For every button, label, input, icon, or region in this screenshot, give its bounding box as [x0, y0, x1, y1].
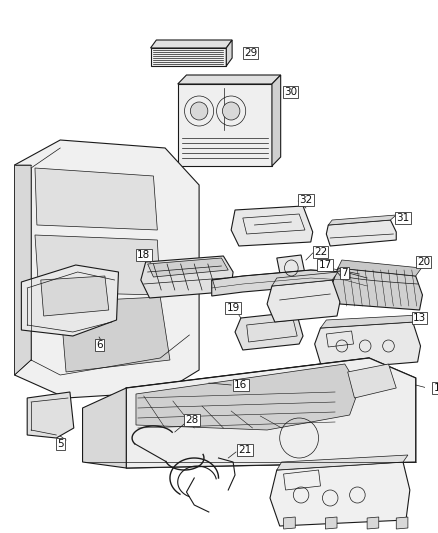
- Polygon shape: [231, 206, 313, 246]
- Polygon shape: [41, 276, 109, 316]
- Text: 13: 13: [413, 313, 426, 323]
- Text: 19: 19: [226, 303, 240, 313]
- Polygon shape: [35, 168, 157, 230]
- Polygon shape: [14, 140, 199, 398]
- Polygon shape: [314, 322, 420, 370]
- Polygon shape: [396, 517, 408, 529]
- Polygon shape: [283, 517, 295, 529]
- Text: 5: 5: [57, 439, 64, 449]
- Text: 32: 32: [299, 195, 313, 205]
- Polygon shape: [136, 364, 359, 430]
- Polygon shape: [151, 48, 226, 66]
- Polygon shape: [35, 235, 160, 295]
- Polygon shape: [27, 392, 74, 438]
- Text: 6: 6: [96, 340, 102, 350]
- Polygon shape: [126, 358, 416, 468]
- Polygon shape: [14, 165, 31, 375]
- Polygon shape: [277, 455, 408, 470]
- Polygon shape: [328, 215, 396, 225]
- Text: 1: 1: [434, 383, 438, 393]
- Text: 29: 29: [244, 48, 257, 58]
- Text: 7: 7: [342, 268, 348, 278]
- Polygon shape: [272, 75, 281, 166]
- Polygon shape: [326, 220, 396, 246]
- Polygon shape: [60, 297, 170, 372]
- Polygon shape: [235, 312, 303, 350]
- Polygon shape: [178, 84, 272, 166]
- Polygon shape: [321, 315, 420, 328]
- Polygon shape: [148, 258, 228, 277]
- Text: 18: 18: [137, 250, 150, 260]
- Polygon shape: [82, 388, 126, 468]
- Text: 17: 17: [319, 260, 332, 270]
- Polygon shape: [21, 265, 119, 336]
- Polygon shape: [141, 256, 233, 298]
- Polygon shape: [212, 270, 367, 296]
- Text: 28: 28: [186, 415, 199, 425]
- Polygon shape: [332, 268, 423, 310]
- Polygon shape: [277, 255, 306, 282]
- Text: 20: 20: [417, 257, 430, 267]
- Polygon shape: [325, 517, 337, 529]
- Text: 30: 30: [284, 87, 297, 97]
- Polygon shape: [178, 75, 281, 84]
- Text: 22: 22: [314, 247, 327, 257]
- Polygon shape: [272, 272, 338, 286]
- Polygon shape: [226, 40, 232, 66]
- Text: 21: 21: [238, 445, 251, 455]
- Polygon shape: [348, 364, 396, 398]
- Circle shape: [191, 102, 208, 120]
- Text: 31: 31: [396, 213, 410, 223]
- Polygon shape: [338, 260, 421, 276]
- Polygon shape: [367, 517, 379, 529]
- Polygon shape: [151, 40, 232, 48]
- Text: 16: 16: [234, 380, 247, 390]
- Polygon shape: [270, 462, 410, 526]
- Circle shape: [223, 102, 240, 120]
- Polygon shape: [126, 358, 416, 468]
- Polygon shape: [267, 280, 340, 322]
